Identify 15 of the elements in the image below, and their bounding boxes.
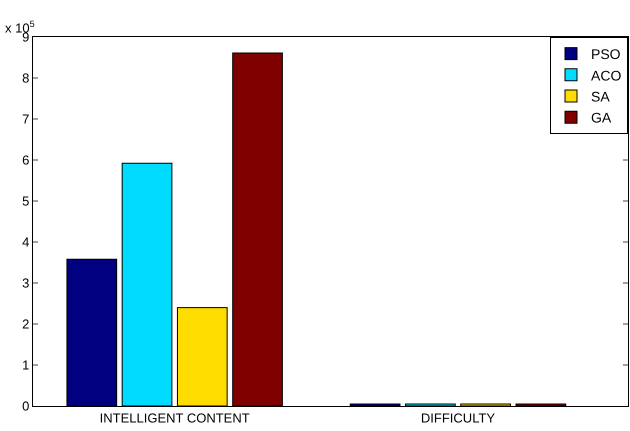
legend-label: ACO [591,67,622,84]
y-tick-label: 5 [22,194,30,209]
y-tick-label: 4 [22,234,30,250]
y-tick-label: 8 [22,70,30,86]
y-tick-label: 7 [22,112,30,127]
legend-label: SA [591,88,610,104]
legend-label: PSO [591,46,621,62]
x-tick-label: DIFFICULTY [420,410,496,426]
y-tick-label: 0 [22,398,30,414]
y-tick-label: 6 [22,152,30,168]
legend-label: GA [591,110,612,126]
x-tick-label: INTELLIGENT CONTENT [100,410,250,426]
y-tick-label: 2 [22,316,30,332]
y-tick-label: 1 [22,358,30,373]
y-tick-label: 3 [22,276,30,291]
